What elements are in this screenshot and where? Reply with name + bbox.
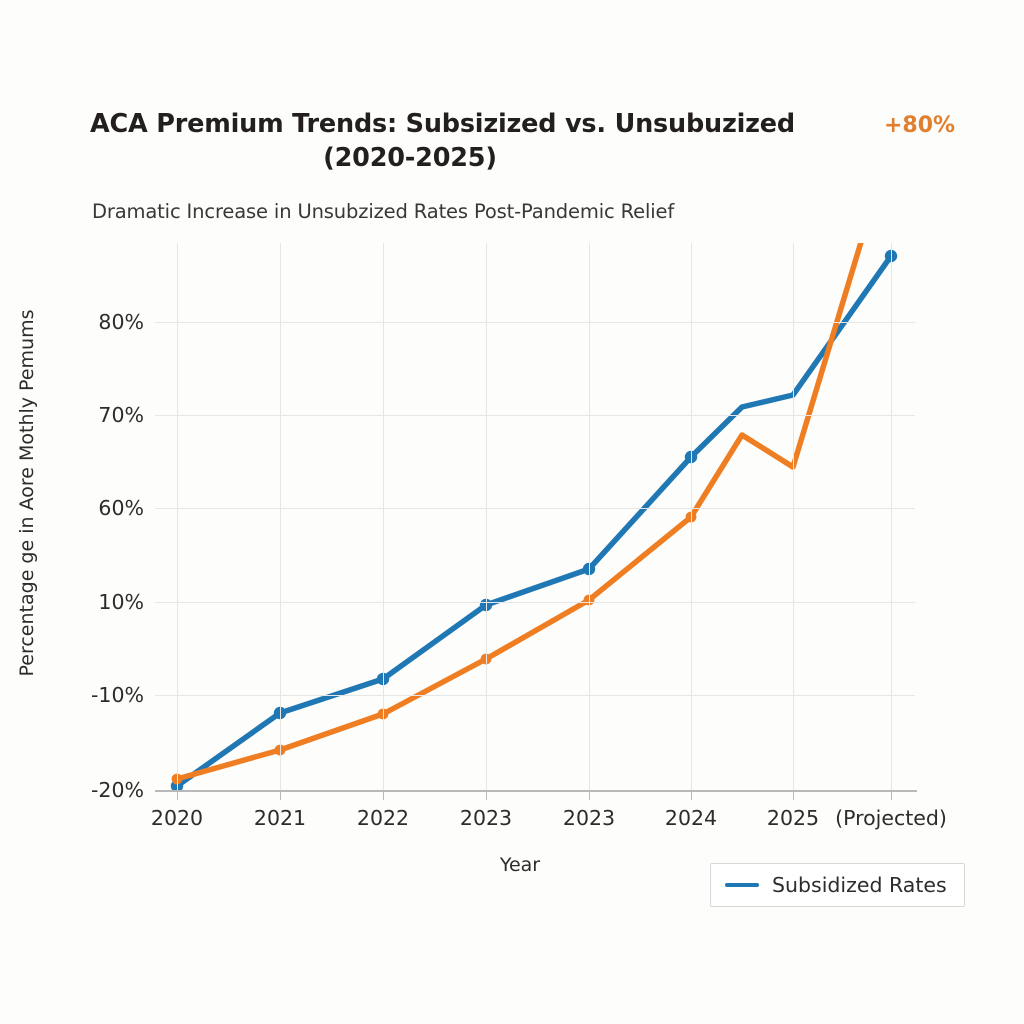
chart-title: ACA Premium Trends: Subsizized vs. Unsub…	[90, 108, 850, 175]
y-axis-title: Percentage ge in Aore Mothly Pemums	[16, 309, 38, 677]
legend-label-subsidized: Subsidized Rates	[772, 873, 947, 897]
gridline-horizontal-3	[155, 602, 915, 603]
gridline-vertical-7	[891, 243, 892, 791]
x-tick-mark-5	[691, 791, 692, 800]
y-tick-label-5: -20%	[91, 778, 144, 802]
chart-title-line-1: ACA Premium Trends: Subsizized vs. Unsub…	[90, 109, 795, 139]
gridline-horizontal-2	[155, 508, 915, 509]
series-line-unsubsidized	[174, 243, 864, 782]
gridline-vertical-6	[793, 243, 794, 791]
x-tick-label-6: 2025	[766, 806, 820, 830]
x-tick-mark-7	[891, 791, 892, 800]
x-tick-label-3: 2023	[459, 806, 513, 830]
gridline-vertical-2	[383, 243, 384, 791]
chart-subtitle: Dramatic Increase in Unsubzized Rates Po…	[92, 200, 675, 223]
x-tick-label-0: 2020	[150, 806, 204, 830]
y-tick-label-4: -10%	[91, 683, 144, 707]
y-tick-label-2: 60%	[98, 496, 144, 520]
x-tick-label-5: 2024	[664, 806, 718, 830]
x-tick-label-4: 2023	[562, 806, 616, 830]
x-tick-label-7: (Projected)	[835, 806, 947, 830]
x-tick-label-1: 2021	[253, 806, 307, 830]
data-point-marker	[479, 598, 493, 612]
gridline-vertical-0	[177, 243, 178, 791]
series-lines	[170, 243, 898, 791]
chart-title-line-2: (2020-2025)	[323, 142, 497, 173]
annotation-plus-80-percent: +80%	[884, 113, 956, 138]
gridline-vertical-3	[486, 243, 487, 791]
x-tick-mark-6	[793, 791, 794, 800]
x-tick-mark-0	[177, 791, 178, 800]
x-tick-label-2: 2022	[356, 806, 410, 830]
x-tick-mark-3	[486, 791, 487, 800]
x-axis-title: Year	[499, 854, 541, 876]
x-tick-mark-2	[383, 791, 384, 800]
data-point-marker	[685, 511, 697, 523]
gridline-horizontal-0	[155, 322, 915, 323]
y-tick-label-0: 80%	[98, 310, 144, 334]
chart-legend[interactable]: Subsidized Rates	[710, 863, 965, 907]
gridline-vertical-4	[589, 243, 590, 791]
y-tick-label-1: 70%	[98, 403, 144, 427]
data-point-marker	[582, 562, 596, 576]
x-tick-mark-1	[280, 791, 281, 800]
gridline-vertical-5	[691, 243, 692, 791]
title-block: ACA Premium Trends: Subsizized vs. Unsub…	[90, 108, 850, 175]
legend-swatch-subsidized	[725, 882, 759, 888]
x-tick-mark-4	[589, 791, 590, 800]
y-axis-tick-labels: 80% 70% 60% 10% -10% -20%	[36, 243, 144, 802]
plot-area	[155, 243, 915, 791]
gridline-horizontal-4	[155, 695, 915, 696]
y-tick-label-3: 10%	[98, 590, 144, 614]
series-line-subsidized	[174, 253, 894, 789]
gridline-vertical-1	[280, 243, 281, 791]
x-axis-line	[155, 790, 917, 792]
gridline-horizontal-1	[155, 415, 915, 416]
